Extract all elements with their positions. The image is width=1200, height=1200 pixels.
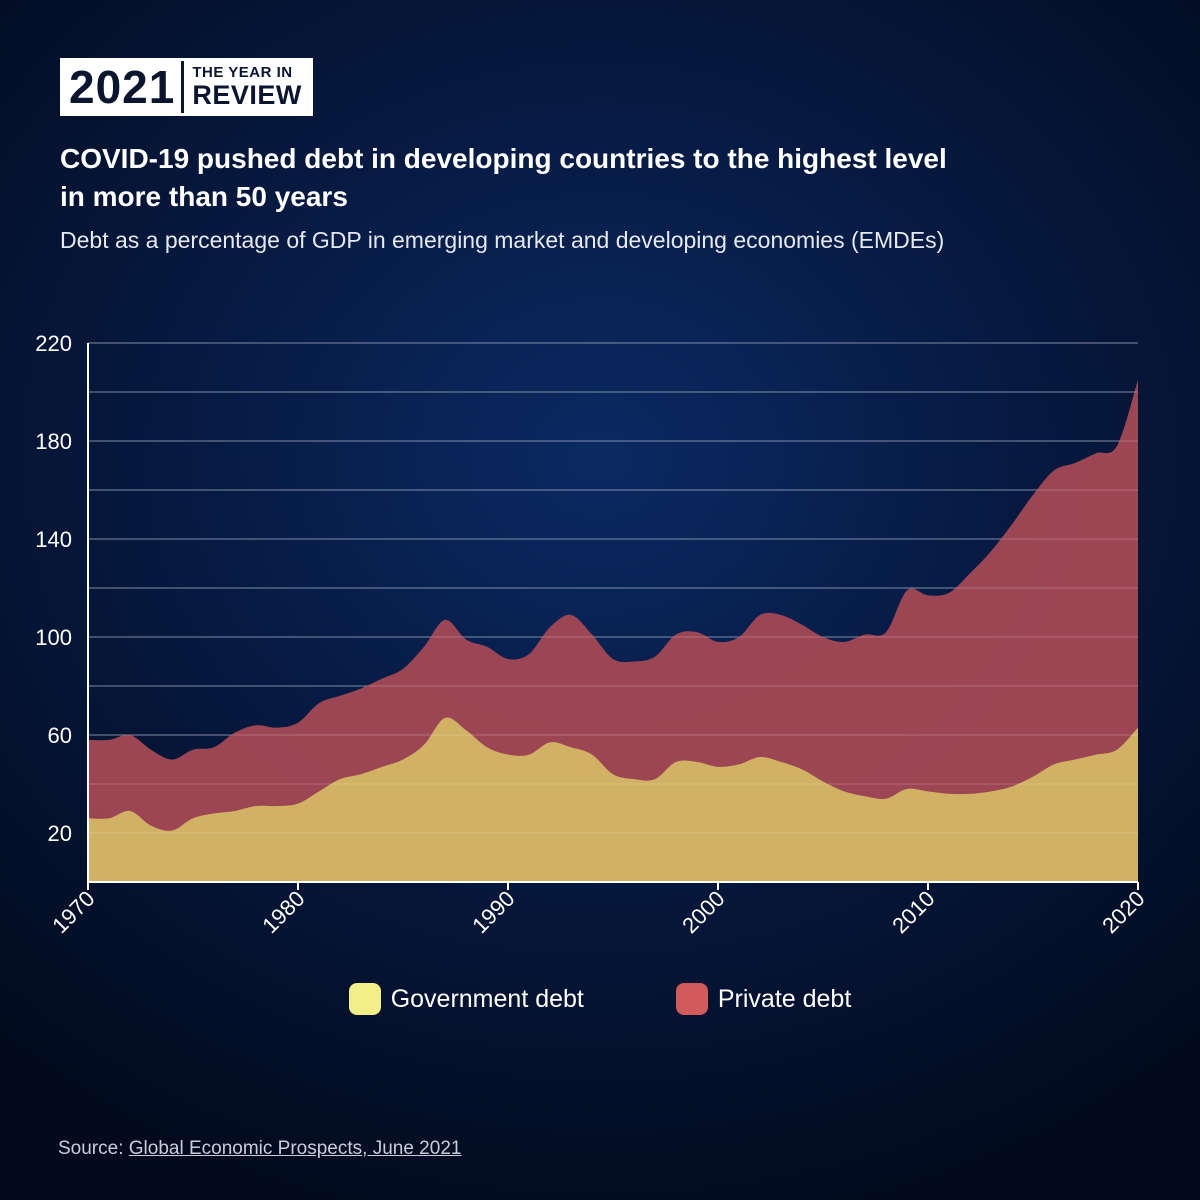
year-in-review-badge: 2021 THE YEAR IN REVIEW	[60, 58, 313, 116]
source-link[interactable]: Global Economic Prospects, June 2021	[128, 1138, 462, 1159]
y-tick-label: 220	[35, 331, 72, 356]
badge-text: THE YEAR IN REVIEW	[181, 61, 310, 113]
y-tick-label: 100	[35, 625, 72, 650]
area-private-debt	[88, 379, 1138, 882]
source-note: Source: Global Economic Prospects, June …	[58, 1138, 461, 1160]
badge-line2: REVIEW	[192, 80, 302, 110]
legend-label-private: Private debt	[717, 984, 852, 1013]
area-government-debt	[88, 717, 1138, 882]
chart-title-line2: in more than 50 years	[60, 181, 348, 212]
chart-subtitle: Debt as a percentage of GDP in emerging …	[60, 227, 945, 253]
y-tick-label: 20	[48, 821, 72, 846]
legend-swatch-government	[348, 983, 381, 1015]
x-tick-label: 2020	[1097, 886, 1149, 938]
y-tick-label: 60	[48, 723, 72, 748]
source-prefix: Source:	[58, 1138, 129, 1159]
legend-swatch-private	[675, 983, 708, 1015]
chart-title-line1: COVID-19 pushed debt in developing count…	[60, 143, 947, 174]
x-tick-label: 1990	[467, 886, 519, 938]
badge-line1: THE YEAR IN	[192, 64, 293, 81]
x-tick-label: 1970	[47, 886, 99, 938]
legend-item-government: Government debt	[348, 983, 584, 1015]
y-tick-label: 140	[35, 527, 72, 552]
y-tick-label: 180	[35, 429, 72, 454]
x-tick-label: 2000	[677, 886, 729, 938]
chart-legend: Government debt Private debt	[0, 983, 1200, 1015]
x-tick-label: 2010	[887, 886, 939, 938]
badge-year: 2021	[63, 61, 182, 113]
chart-title: COVID-19 pushed debt in developing count…	[60, 140, 1060, 216]
legend-item-private: Private debt	[675, 983, 852, 1015]
legend-label-government: Government debt	[390, 984, 584, 1013]
x-tick-label: 1980	[257, 886, 309, 938]
